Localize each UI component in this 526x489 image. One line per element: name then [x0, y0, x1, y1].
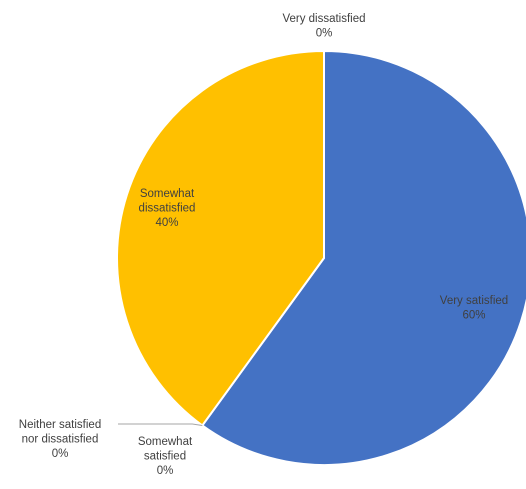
label-very-satisfied: Very satisfied 60%: [440, 295, 508, 322]
label-somewhat-dissatisfied: Somewhat dissatisfied 40%: [139, 188, 196, 229]
slice-somewhat-dissatisfied: [116, 49, 325, 427]
pie-slices: [116, 49, 526, 466]
label-neither-satisfied-nor-dissatisfied: Neither satisfied nor dissatisfied 0%: [19, 419, 101, 460]
data-labels: Very satisfied 60% Somewhat satisfied 0% Neit…: [19, 13, 508, 477]
label-somewhat-satisfied: Somewhat satisfied 0%: [138, 436, 193, 477]
label-very-dissatisfied: Very dissatisfied 0%: [282, 13, 365, 40]
leader-lines: [118, 423, 203, 426]
slice-very-satisfied: [200, 49, 526, 466]
leader-line-neither-satisfied-nor-dissatisfied: [118, 423, 203, 426]
